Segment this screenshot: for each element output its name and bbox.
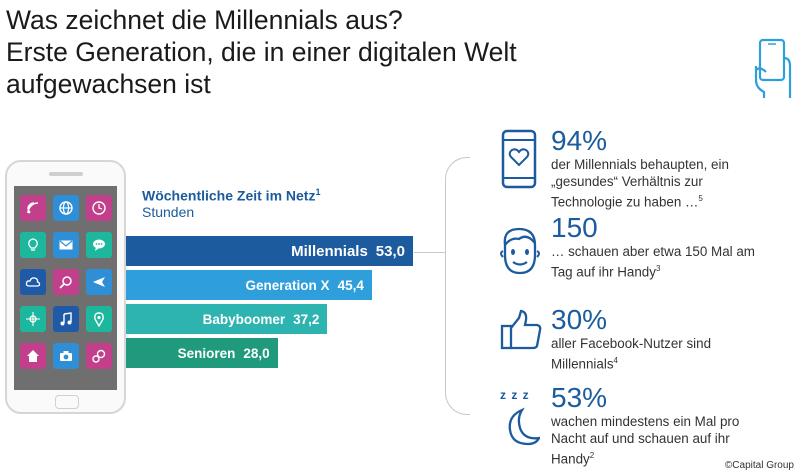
plane-app-tile [86, 269, 112, 295]
music-icon [60, 312, 72, 326]
stat-block: 150… schauen aber etwa 150 Mal am Tag auf… [551, 213, 755, 280]
chart-title-footnote: 1 [315, 187, 321, 197]
stat-block: 53% wachen mindestens ein Mal pro Nacht au… [551, 383, 739, 467]
chart-subtitle: Stunden [142, 204, 195, 220]
footnote-marker: 4 [613, 356, 618, 365]
title-line-2: Erste Generation, die in einer digitalen… [6, 37, 517, 67]
bulb-icon [28, 238, 38, 251]
stats-bracket [445, 157, 470, 415]
compass-icon [26, 312, 40, 326]
footnote-marker: 5 [698, 194, 703, 203]
zzz-text: z z z [500, 388, 530, 402]
stat-description: der Millennials behaupten, ein „gesundes“… [551, 156, 729, 210]
bar-value-label: 45,4 [337, 277, 364, 293]
search-icon [59, 276, 72, 289]
title-line-1: Was zeichnet die Millennials aus? [6, 5, 403, 35]
stat-line: Millennials4 [551, 356, 618, 372]
cloud-icon [25, 277, 41, 287]
camera-icon [60, 351, 72, 361]
stat-number: 94% [551, 125, 608, 156]
stat-line: Technologie zu haben …5 [551, 194, 703, 210]
stat-description: … schauen aber etwa 150 Mal am Tag auf ih… [551, 243, 755, 280]
stat-line: der Millennials behaupten, ein [551, 157, 729, 172]
stat-block: 94% der Millennials behaupten, ein „gesund… [551, 126, 729, 210]
bar-value-label: 28,0 [243, 345, 270, 361]
camera-app-tile [53, 343, 79, 369]
home-icon [27, 350, 39, 362]
bulb-app-tile [20, 232, 46, 258]
cloud-app-tile [20, 269, 46, 295]
bar-value-label: 37,2 [293, 311, 320, 327]
mail-app-tile [53, 232, 79, 258]
wifi-icon [27, 202, 39, 214]
phone-screen [14, 186, 117, 390]
bar-category-label: Senioren [177, 345, 236, 361]
bar-millennials: Millennials 53,0 [126, 236, 413, 266]
stat-description: wachen mindestens ein Mal pro Nacht auf u… [551, 413, 739, 467]
footnote-marker: 3 [655, 264, 661, 273]
music-app-tile [53, 306, 79, 332]
stat-line: … schauen aber etwa 150 Mal am [551, 244, 755, 259]
bar-value-label: 53,0 [375, 242, 405, 260]
stat-block: 30% aller Facebook-Nutzer sind Millennials… [551, 305, 711, 372]
phone-home-button [55, 395, 79, 409]
title-line-3: aufgewachsen ist [6, 69, 211, 99]
stat-line: Nacht auf und schauen auf ihr [551, 431, 730, 446]
stat-line: „gesundes“ Verhältnis zur [551, 174, 703, 189]
plane-icon [93, 277, 105, 287]
connector-line [414, 252, 445, 253]
globe-icon [59, 201, 73, 215]
stat-number: 150 [551, 212, 598, 243]
bar-category-label: Millennials [291, 242, 368, 260]
chat-icon [93, 239, 105, 251]
chat-app-tile [86, 232, 112, 258]
stat-description: aller Facebook-Nutzer sind Millennials4 [551, 335, 711, 372]
stat-line: Handy2 [551, 451, 595, 467]
hand-phone-icon [754, 38, 792, 98]
bar-generation-x: Generation X 45,4 [126, 270, 372, 300]
mail-icon [59, 240, 73, 250]
stat-line: Tag auf ihr Handy3 [551, 264, 661, 280]
location-app-tile [86, 306, 112, 332]
face-icon [500, 227, 540, 275]
wifi-app-tile [20, 195, 46, 221]
page-title: Was zeichnet die Millennials aus? Erste … [6, 4, 646, 100]
phone-illustration [5, 160, 126, 414]
bar-category-label: Babyboomer [202, 311, 286, 327]
stat-number: 53% [551, 382, 608, 413]
footnote-marker: 2 [589, 451, 595, 460]
phone-speaker [49, 172, 83, 176]
clock-app-tile [86, 195, 112, 221]
bar-category-label: Generation X [245, 277, 330, 293]
settings-icon [92, 349, 106, 363]
bar-babyboomer: Babyboomer 37,2 [126, 304, 328, 334]
home-app-tile [20, 343, 46, 369]
copyright: ©Capital Group [724, 460, 794, 471]
moon-sleep-icon [508, 407, 540, 446]
thumbs-up-icon [500, 309, 542, 350]
chart-title: Wöchentliche Zeit im Netz1 [142, 187, 320, 204]
stat-line: aller Facebook-Nutzer sind [551, 336, 712, 351]
stat-line: wachen mindestens ein Mal pro [551, 414, 740, 429]
search-app-tile [53, 269, 79, 295]
settings-app-tile [86, 343, 112, 369]
clock-icon [92, 201, 106, 215]
phone-heart-icon [501, 129, 537, 189]
globe-app-tile [53, 195, 79, 221]
bar-senioren: Senioren 28,0 [126, 338, 278, 368]
location-icon [94, 312, 104, 327]
chart-title-text: Wöchentliche Zeit im Netz [142, 187, 316, 204]
stat-number: 30% [551, 304, 608, 335]
compass-app-tile [20, 306, 46, 332]
